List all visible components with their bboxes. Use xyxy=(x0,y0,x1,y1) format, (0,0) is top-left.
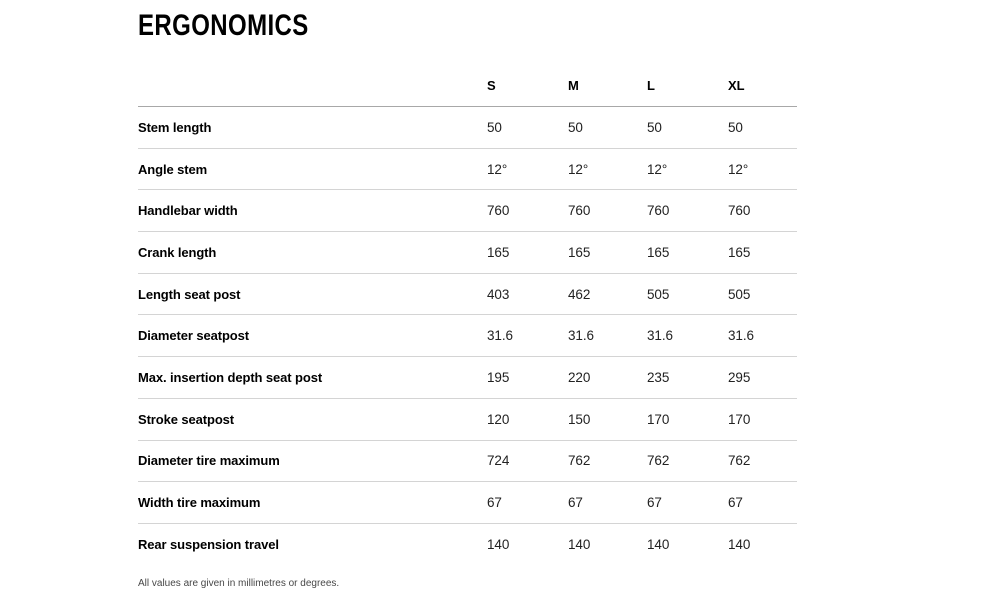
row-value: 760 xyxy=(568,203,591,219)
row-value: 220 xyxy=(568,369,591,385)
row-value: 724 xyxy=(487,453,510,469)
row-value: 67 xyxy=(568,495,583,511)
row-value: 50 xyxy=(487,119,502,135)
row-value: 50 xyxy=(728,119,743,135)
row-value: 12° xyxy=(647,161,668,177)
row-value: 120 xyxy=(487,411,510,427)
row-value: 762 xyxy=(568,453,591,469)
table-row: Max. insertion depth seat post 195 220 235 2… xyxy=(138,357,797,399)
table-row: Diameter tire maximum 724 762 762 762 xyxy=(138,441,797,483)
row-value: 165 xyxy=(487,244,510,260)
row-value: 67 xyxy=(728,495,743,511)
size-column-header: L xyxy=(647,78,655,93)
table-row: Angle stem 12° 12° 12° 12° xyxy=(138,149,797,191)
row-value: 150 xyxy=(568,411,591,427)
ergonomics-section: ERGONOMICS S M L XL Stem length 50 50 50 50 Angl… xyxy=(138,9,797,589)
row-value: 140 xyxy=(728,537,751,553)
table-body: Stem length 50 50 50 50 Angle stem 12° 12° 12° 12… xyxy=(138,107,797,566)
row-value: 67 xyxy=(647,495,662,511)
row-value: 170 xyxy=(728,411,751,427)
row-label: Handlebar width xyxy=(138,203,238,219)
row-value: 195 xyxy=(487,369,510,385)
table-row: Diameter seatpost 31.6 31.6 31.6 31.6 xyxy=(138,315,797,358)
row-value: 505 xyxy=(647,286,670,302)
row-label: Angle stem xyxy=(138,161,208,177)
row-label: Length seat post xyxy=(138,286,241,302)
ergonomics-table: S M L XL Stem length 50 50 50 50 Angle stem 12° 12… xyxy=(138,78,797,566)
row-value: 31.6 xyxy=(728,328,754,344)
row-value: 140 xyxy=(647,537,670,553)
row-value: 31.6 xyxy=(568,328,594,344)
table-row: Width tire maximum 67 67 67 67 xyxy=(138,482,797,524)
row-value: 50 xyxy=(647,119,662,135)
row-value: 505 xyxy=(728,286,751,302)
row-value: 12° xyxy=(728,161,749,177)
row-label: Max. insertion depth seat post xyxy=(138,369,323,385)
row-value: 760 xyxy=(487,203,510,219)
table-row: Crank length 165 165 165 165 xyxy=(138,232,797,274)
row-label: Stem length xyxy=(138,119,212,135)
row-value: 67 xyxy=(487,495,502,511)
units-footnote: All values are given in millimetres or d… xyxy=(138,577,340,589)
row-value: 165 xyxy=(647,244,670,260)
size-column-header: S xyxy=(487,78,496,93)
table-row: Handlebar width 760 760 760 760 xyxy=(138,190,797,233)
row-value: 31.6 xyxy=(487,328,513,344)
row-value: 140 xyxy=(487,537,510,553)
row-value: 50 xyxy=(568,119,583,135)
row-value: 165 xyxy=(568,244,591,260)
row-value: 762 xyxy=(728,453,751,469)
row-label: Stroke seatpost xyxy=(138,411,235,427)
table-row: Stem length 50 50 50 50 xyxy=(138,107,797,149)
row-value: 165 xyxy=(728,244,751,260)
size-column-header: M xyxy=(568,78,579,93)
row-value: 235 xyxy=(647,369,670,385)
row-value: 762 xyxy=(647,453,670,469)
row-value: 403 xyxy=(487,286,510,302)
row-value: 12° xyxy=(487,161,508,177)
row-label: Crank length xyxy=(138,244,217,260)
row-label: Rear suspension travel xyxy=(138,537,279,553)
table-row: Rear suspension travel 140 140 140 140 xyxy=(138,524,797,566)
row-value: 170 xyxy=(647,411,670,427)
row-value: 12° xyxy=(568,161,589,177)
table-row: Stroke seatpost 120 150 170 170 xyxy=(138,399,797,441)
row-value: 760 xyxy=(728,203,751,219)
size-column-header: XL xyxy=(728,78,745,93)
row-value: 295 xyxy=(728,369,751,385)
row-value: 462 xyxy=(568,286,591,302)
page-title: ERGONOMICS xyxy=(138,9,309,42)
row-label: Width tire maximum xyxy=(138,495,261,511)
row-value: 140 xyxy=(568,537,591,553)
row-label: Diameter seatpost xyxy=(138,328,250,344)
row-label: Diameter tire maximum xyxy=(138,453,280,469)
table-header-row: S M L XL xyxy=(138,78,797,107)
row-value: 31.6 xyxy=(647,328,673,344)
table-row: Length seat post 403 462 505 505 xyxy=(138,274,797,316)
row-value: 760 xyxy=(647,203,670,219)
